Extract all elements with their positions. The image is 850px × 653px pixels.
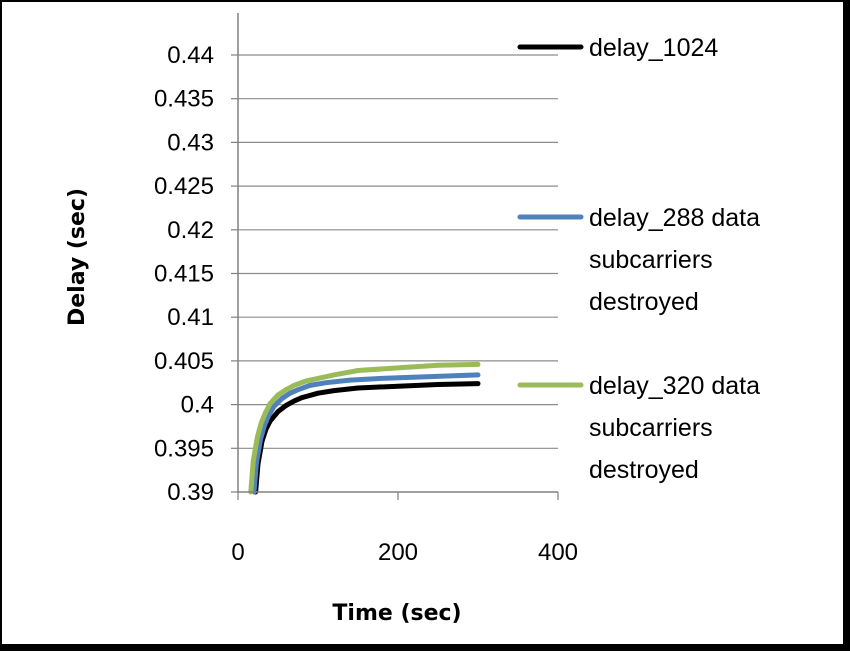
legend-label-3: destroyed [589,456,699,484]
y-tick-label: 0.43 [167,129,214,156]
axes [237,13,558,493]
y-tick-label: 0.435 [154,86,214,113]
x-tick-label: 400 [538,539,578,566]
y-tick-label: 0.415 [154,261,214,288]
x-axis-title: Time (sec) [332,601,461,626]
legend: delay_1024 delay_288 data subcarriers destr… [517,34,760,484]
x-tick-label: 0 [231,539,244,566]
series-line-2 [251,372,481,495]
legend-label-2: subcarriers [589,246,713,274]
y-tick-labels: 0.39 0.395 0.4 0.405 0.41 0.415 0.42 0.425 0.43 0… [154,42,214,506]
gridlines [231,54,558,493]
legend-label-2: destroyed [589,288,699,316]
y-tick-label: 0.425 [154,173,214,200]
x-tick-label: 200 [378,539,418,566]
y-tick-label: 0.39 [167,479,214,506]
legend-label-3: subcarriers [589,414,713,442]
series-line-3 [248,361,481,495]
legend-label-3: delay_320 data [589,372,760,400]
y-tick-label: 0.41 [167,304,214,331]
y-tick-label: 0.405 [154,348,214,375]
y-axis-title: Delay (sec) [65,188,90,326]
y-tick-label: 0.4 [181,392,214,419]
x-tick-labels: 0 200 400 [231,492,578,566]
legend-label-1: delay_1024 [589,34,718,62]
series-layer [248,361,481,495]
legend-label-2: delay_288 data [589,204,760,232]
y-tick-label: 0.395 [154,435,214,462]
y-tick-label: 0.42 [167,217,214,244]
y-tick-label: 0.44 [167,42,214,69]
series-line-1 [253,381,481,495]
